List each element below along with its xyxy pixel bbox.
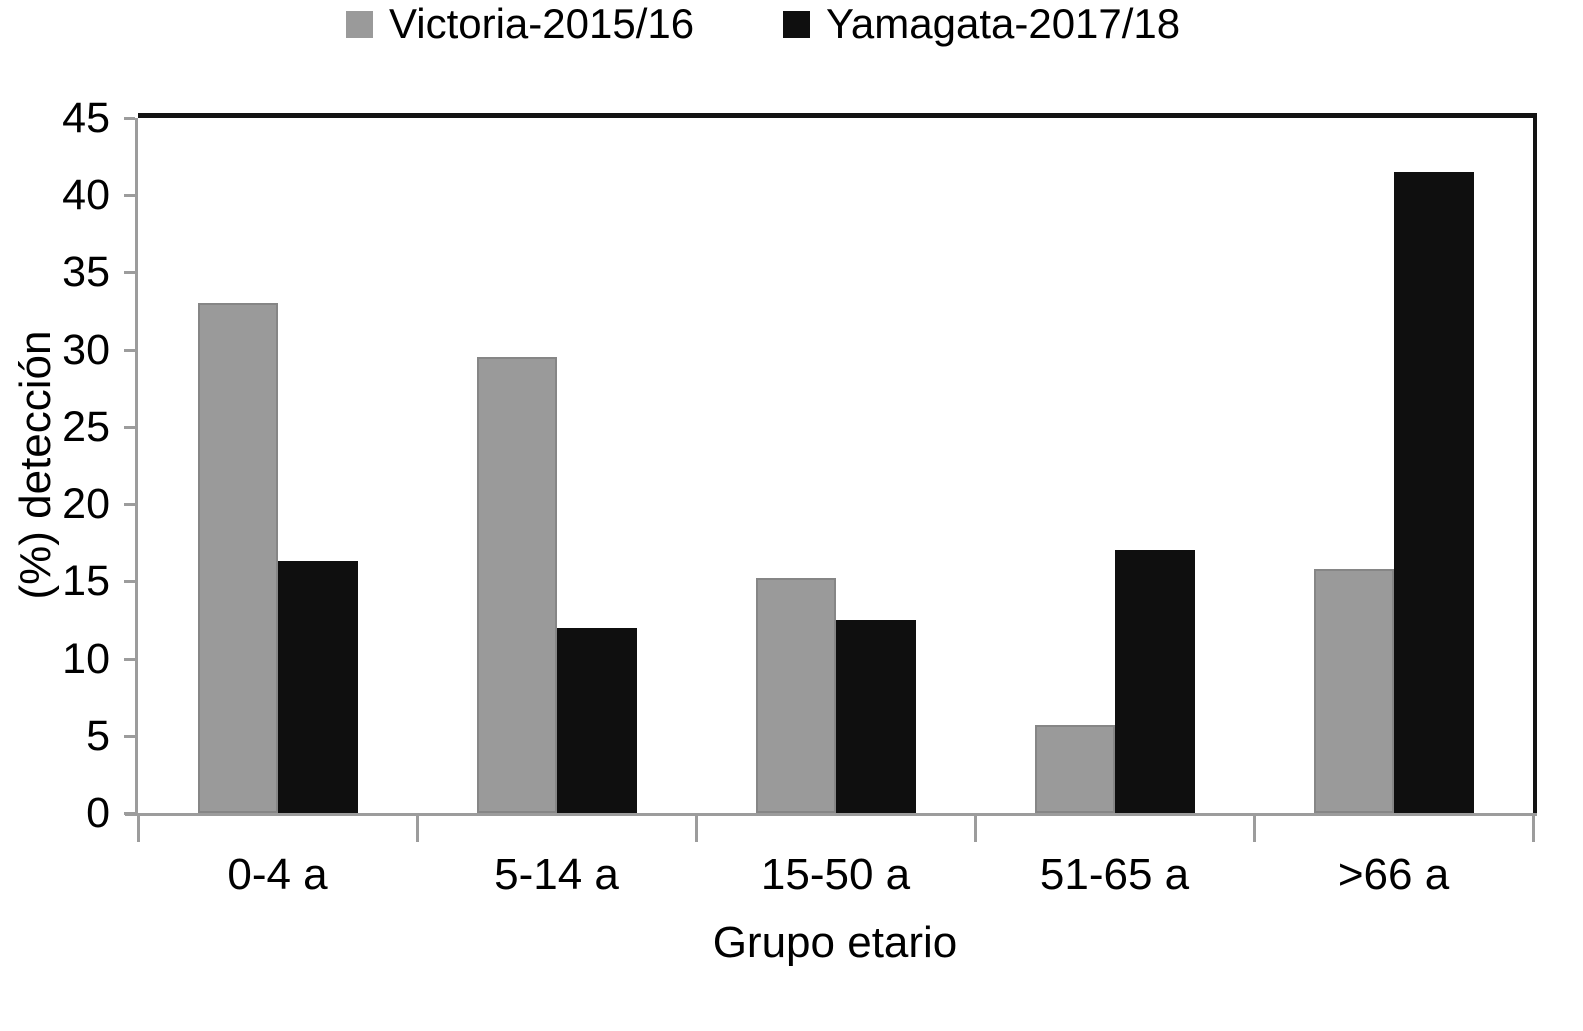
bar-victoria-1 bbox=[197, 303, 278, 813]
x-axis-line bbox=[125, 813, 1537, 816]
bar-yamagata-5 bbox=[1393, 172, 1474, 813]
y-tick bbox=[124, 117, 135, 120]
x-tick bbox=[416, 816, 419, 842]
y-tick bbox=[124, 503, 135, 507]
bar-victoria-2 bbox=[476, 357, 557, 813]
legend-label-yamagata: Yamagata-2017/18 bbox=[826, 0, 1181, 47]
legend-swatch-yamagata-icon bbox=[783, 10, 810, 38]
category-label: 51-65 a bbox=[1039, 850, 1190, 899]
x-tick bbox=[695, 816, 698, 842]
y-tick-label: 45 bbox=[62, 94, 110, 142]
y-tick-label: 20 bbox=[62, 480, 110, 529]
bar-victoria-5 bbox=[1313, 569, 1394, 813]
y-tick bbox=[124, 734, 135, 738]
x-tick bbox=[1532, 816, 1535, 842]
x-tick bbox=[137, 816, 140, 842]
bar-yamagata-1 bbox=[277, 561, 358, 813]
x-tick bbox=[1253, 816, 1256, 842]
bar-yamagata-2 bbox=[556, 628, 637, 813]
bar-victoria-4 bbox=[1034, 725, 1115, 813]
bar-yamagata-4 bbox=[1114, 550, 1195, 813]
y-tick bbox=[124, 812, 135, 815]
y-tick-label: 5 bbox=[86, 711, 110, 760]
y-tick bbox=[124, 271, 135, 275]
x-axis-title: Grupo etario bbox=[712, 918, 958, 967]
y-tick bbox=[124, 348, 135, 352]
legend-swatch-victoria-icon bbox=[346, 10, 373, 38]
bar-victoria-3 bbox=[755, 578, 836, 813]
y-tick bbox=[124, 425, 135, 429]
y-tick-label: 25 bbox=[62, 402, 110, 451]
y-tick bbox=[124, 194, 135, 198]
category-label: 15-50 a bbox=[760, 850, 911, 899]
y-tick bbox=[124, 580, 135, 584]
legend-item-yamagata: Yamagata-2017/18 bbox=[783, 0, 1180, 48]
plot-frame-right bbox=[1533, 113, 1537, 813]
x-tick bbox=[974, 816, 977, 842]
y-tick-label: 10 bbox=[62, 634, 110, 683]
y-tick bbox=[124, 657, 135, 661]
plot-frame-top bbox=[138, 113, 1537, 118]
category-label: 0-4 a bbox=[227, 850, 328, 899]
y-axis-line bbox=[135, 118, 138, 816]
y-tick-label: 30 bbox=[62, 325, 110, 374]
legend-label-victoria: Victoria-2015/16 bbox=[389, 0, 695, 47]
y-tick-label: 0 bbox=[86, 789, 110, 837]
y-tick-label: 35 bbox=[62, 248, 110, 297]
y-tick-label: 40 bbox=[62, 171, 110, 220]
category-label: >66 a bbox=[1337, 850, 1450, 899]
y-tick-label: 15 bbox=[62, 557, 110, 606]
category-label: 5-14 a bbox=[494, 850, 619, 899]
bar-yamagata-3 bbox=[835, 620, 916, 813]
legend-item-victoria: Victoria-2015/16 bbox=[346, 0, 694, 48]
